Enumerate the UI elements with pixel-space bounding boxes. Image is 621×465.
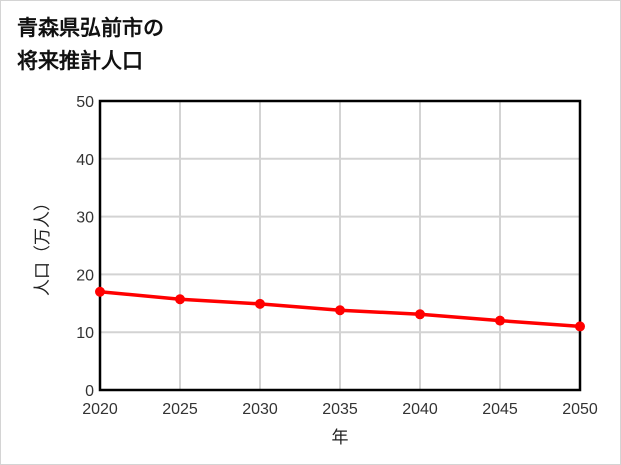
x-tick-label: 2025 [162,401,198,418]
y-tick-label: 40 [76,152,94,169]
y-axis-ticks: 0 10 20 30 40 50 [76,94,94,400]
y-tick-label: 20 [76,267,94,284]
x-tick-label: 2035 [322,401,358,418]
data-point-marker [95,286,105,297]
x-tick-label: 2045 [482,401,518,418]
x-axis-ticks: 2020 2025 2030 2035 2040 2045 2050 [82,401,598,418]
x-axis-label: 年 [332,428,349,448]
y-tick-label: 0 [85,383,94,400]
y-tick-label: 50 [76,94,94,111]
y-tick-label: 10 [76,325,94,342]
grid-lines [99,100,581,391]
chart-title: 青森県弘前市の 将来推計人口 [17,12,164,78]
x-tick-label: 2030 [242,401,278,418]
data-point-marker [255,298,265,309]
y-axis-label: 人口（万人） [33,194,53,296]
population-series-markers [95,286,585,332]
chart-title-line-1: 青森県弘前市の [17,16,164,40]
chart-title-line-2: 将来推計人口 [17,49,143,73]
data-point-marker [335,305,345,316]
x-tick-label: 2050 [562,401,598,418]
y-tick-label: 30 [76,210,94,227]
data-point-marker [415,309,425,320]
data-point-marker [175,294,185,305]
x-tick-label: 2040 [402,401,438,418]
x-tick-label: 2020 [82,401,118,418]
data-point-marker [495,315,505,326]
plot-area-frame [98,99,582,392]
data-point-marker [575,321,585,332]
